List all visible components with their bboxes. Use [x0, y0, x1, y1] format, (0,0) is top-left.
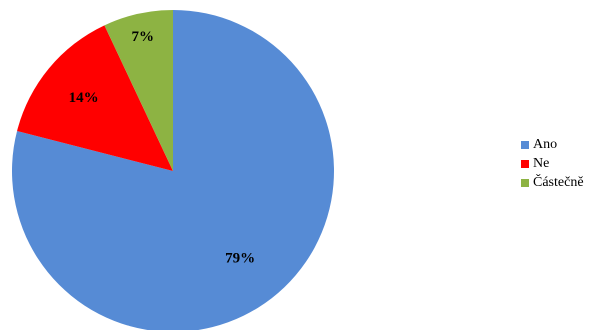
pie-slice-ano: [12, 10, 334, 330]
legend-swatch: [521, 178, 529, 187]
legend-item: Ano: [521, 135, 584, 154]
legend-label: Ne: [533, 155, 550, 171]
pie-slice-ne: [17, 25, 174, 171]
data-label-ne: 14%: [69, 90, 99, 106]
legend-label: Ano: [533, 136, 558, 152]
legend-swatch: [521, 159, 529, 168]
data-label--ste-n-: 7%: [132, 29, 155, 45]
legend-swatch: [521, 140, 529, 149]
pie-slice--ste-n-: [104, 10, 173, 171]
legend: Ano Ne Částečně: [521, 135, 584, 192]
data-label-ano: 79%: [225, 251, 255, 267]
legend-item: Částečně: [521, 173, 584, 192]
legend-item: Ne: [521, 154, 584, 173]
legend-label: Částečně: [533, 174, 584, 190]
